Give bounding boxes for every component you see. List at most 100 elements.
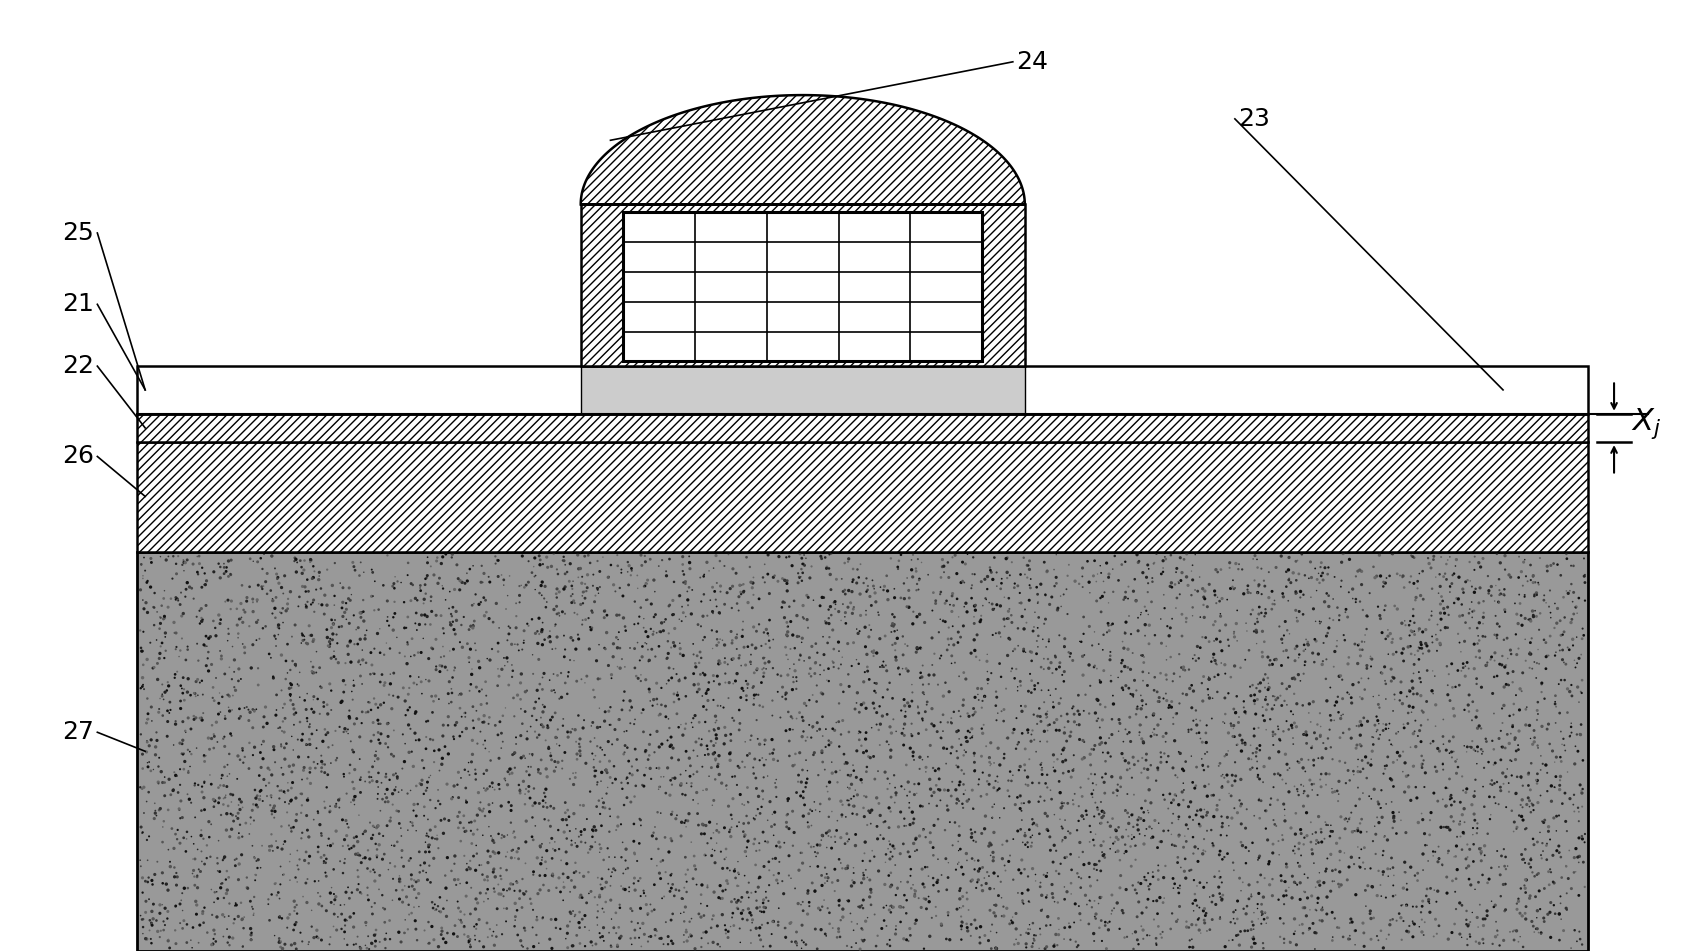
Point: [1016, 572, 1043, 587]
Point: [616, 766, 644, 781]
Point: [613, 740, 640, 755]
Point: [975, 754, 1002, 769]
Point: [1345, 562, 1372, 577]
Point: [1309, 653, 1337, 669]
Point: [1347, 577, 1374, 592]
Point: [1275, 722, 1302, 737]
Point: [1060, 786, 1087, 802]
Point: [773, 575, 801, 591]
Point: [1360, 846, 1388, 862]
Point: [241, 703, 268, 718]
Point: [1325, 786, 1352, 802]
Point: [1506, 881, 1533, 896]
Point: [160, 614, 188, 630]
Point: [379, 786, 406, 802]
Point: [1040, 838, 1067, 853]
Point: [657, 773, 685, 788]
Point: [439, 547, 466, 562]
Point: [674, 580, 702, 595]
Point: [860, 684, 888, 699]
Point: [1086, 806, 1113, 822]
Point: [918, 585, 946, 600]
Point: [766, 669, 794, 684]
Point: [408, 645, 435, 660]
Point: [785, 652, 813, 668]
Point: [1347, 564, 1374, 579]
Point: [603, 925, 630, 941]
Point: [504, 688, 531, 703]
Point: [1507, 792, 1535, 807]
Point: [306, 573, 333, 588]
Point: [242, 867, 270, 883]
Point: [944, 625, 971, 640]
Point: [953, 793, 980, 808]
Point: [1161, 767, 1188, 783]
Point: [1338, 825, 1366, 840]
Point: [1190, 583, 1217, 598]
Point: [1009, 895, 1036, 910]
Point: [1118, 689, 1145, 705]
Point: [217, 786, 244, 802]
Point: [225, 825, 253, 841]
Point: [1016, 667, 1043, 682]
Point: [483, 553, 510, 568]
Point: [1034, 661, 1062, 676]
Point: [446, 815, 473, 830]
Point: [126, 623, 154, 638]
Point: [1448, 842, 1475, 857]
Point: [1396, 569, 1424, 584]
Point: [1133, 762, 1161, 777]
Point: [819, 655, 847, 670]
Point: [492, 914, 519, 929]
Point: [814, 825, 842, 840]
Point: [1065, 813, 1092, 828]
Point: [572, 591, 599, 606]
Point: [498, 766, 526, 781]
Point: [507, 675, 534, 690]
Point: [415, 838, 442, 853]
Point: [541, 618, 568, 633]
Point: [927, 714, 954, 729]
Point: [1255, 657, 1282, 672]
Point: [575, 922, 603, 938]
Point: [271, 671, 299, 687]
Point: [420, 743, 447, 758]
Point: [673, 744, 700, 759]
Point: [200, 564, 227, 579]
Point: [964, 853, 992, 868]
Point: [369, 901, 396, 916]
Point: [652, 676, 679, 691]
Point: [1012, 570, 1040, 585]
Point: [1362, 569, 1389, 584]
Point: [183, 741, 210, 756]
Point: [773, 819, 801, 834]
Point: [1217, 767, 1244, 783]
Point: [1104, 712, 1132, 728]
Point: [1456, 878, 1483, 893]
Point: [1139, 869, 1166, 884]
Point: [1121, 838, 1149, 853]
Point: [1096, 645, 1123, 660]
Point: [1210, 770, 1238, 786]
Point: [171, 724, 198, 739]
Point: [637, 851, 664, 866]
Point: [795, 650, 823, 666]
Point: [814, 611, 842, 626]
Point: [690, 826, 717, 842]
Point: [1494, 785, 1521, 800]
Point: [1302, 902, 1330, 918]
Point: [983, 565, 1011, 580]
Point: [922, 900, 949, 915]
Point: [563, 627, 591, 642]
Point: [1453, 739, 1480, 754]
Point: [944, 610, 971, 625]
Point: [1162, 591, 1190, 606]
Point: [459, 721, 486, 736]
Point: [719, 905, 746, 921]
Point: [1345, 636, 1372, 651]
Point: [698, 842, 725, 857]
Point: [1120, 941, 1147, 951]
Point: [621, 778, 649, 793]
Point: [908, 670, 935, 685]
Point: [1221, 580, 1248, 595]
